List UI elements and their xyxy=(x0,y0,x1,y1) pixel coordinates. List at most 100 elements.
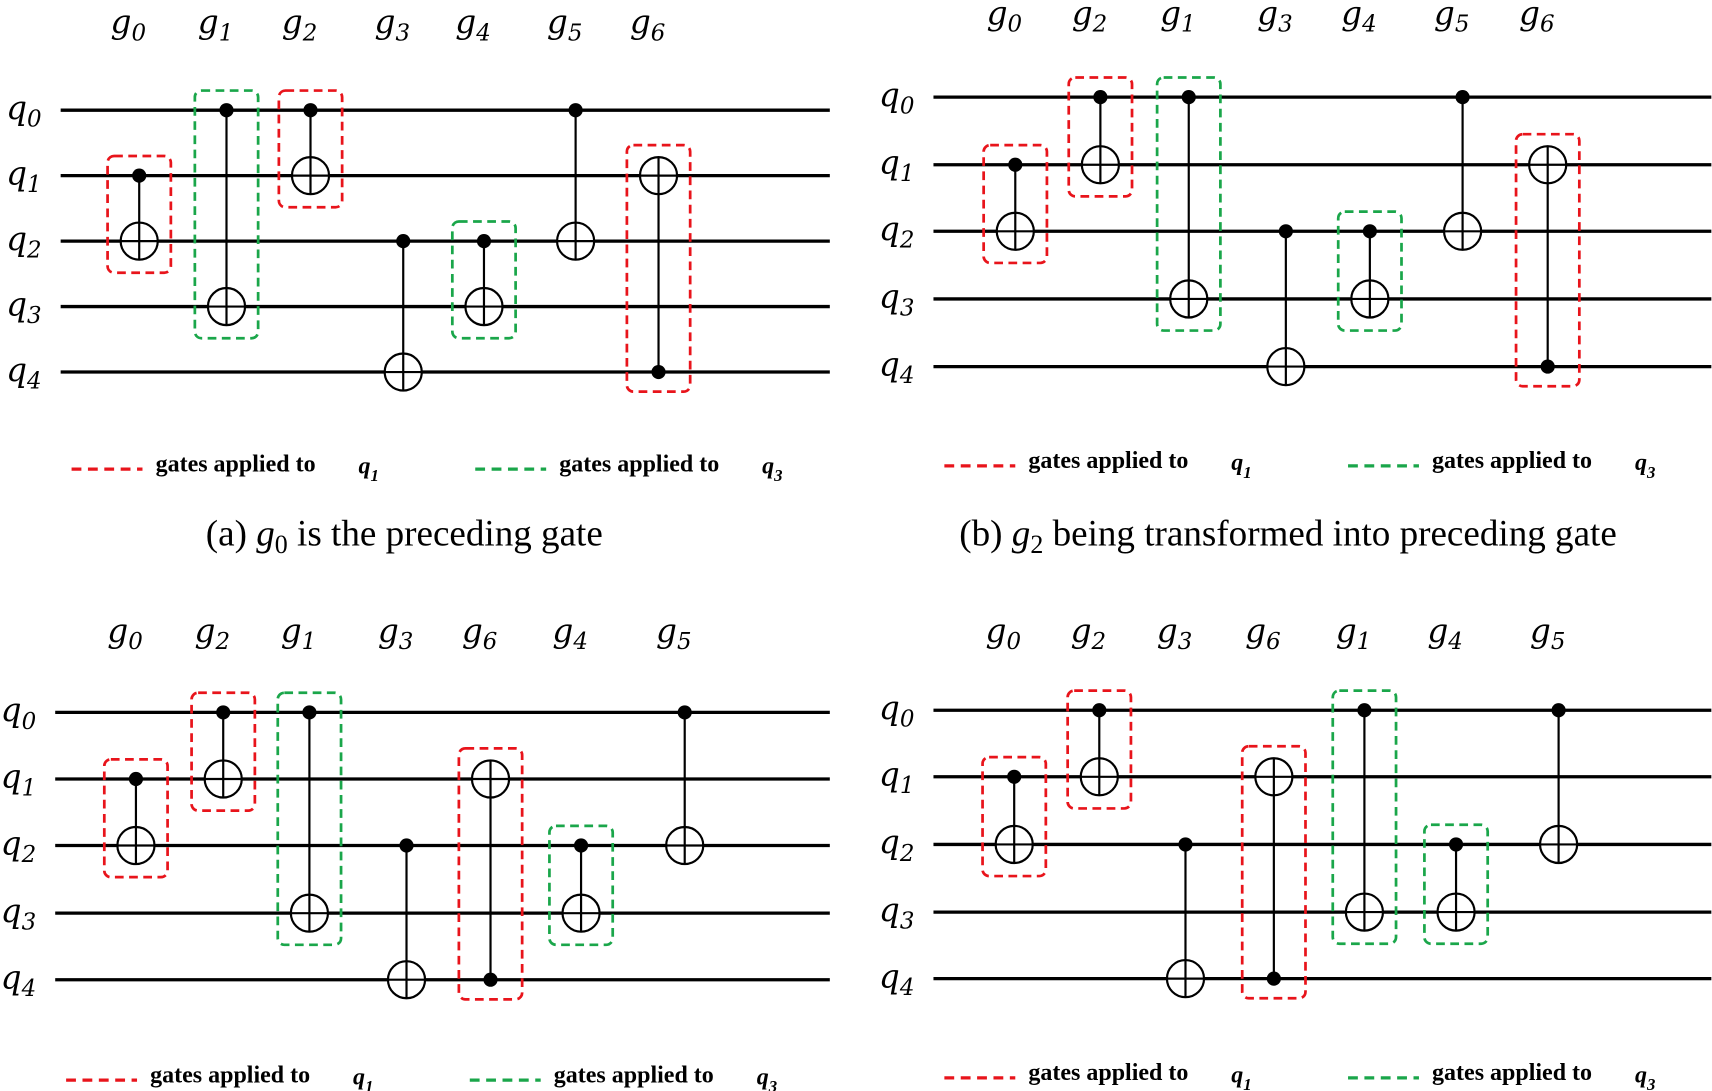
control-dot xyxy=(1357,703,1372,718)
qubit-label-q3-sub: 3 xyxy=(22,910,37,936)
gate-label-g1-base: g xyxy=(1336,612,1357,650)
gate-label-g4-sub: 4 xyxy=(1361,12,1377,38)
legend-qubit-q1: q1 xyxy=(1231,1062,1251,1091)
legend-qubit-q1: q1 xyxy=(1231,450,1251,482)
control-dot xyxy=(1455,90,1470,105)
caption-gate: g xyxy=(256,514,275,555)
legend-qubit-q1-base: q xyxy=(1231,450,1243,476)
gate-label-g2-base: g xyxy=(1071,612,1092,650)
qubit-label-q0-base: q xyxy=(6,89,27,127)
gate-label-g5-base: g xyxy=(656,612,677,650)
qubit-label-q4-sub: 4 xyxy=(21,976,37,1002)
gate-label-g0-base: g xyxy=(111,3,132,41)
legend-qubit-q1: q1 xyxy=(359,453,379,485)
legend-qubit-q3-sub: 3 xyxy=(773,466,782,485)
gate-label-g4-base: g xyxy=(455,3,476,41)
qubit-label-q2-base: q xyxy=(1,824,22,862)
gate-label-g3-sub: 3 xyxy=(396,20,411,46)
legend-label-q3: gates applied to xyxy=(554,1062,714,1088)
qubit-label-q0-sub: 0 xyxy=(27,107,42,133)
gate-label-g3: g3 xyxy=(378,612,414,656)
qubit-label-q2-sub: 2 xyxy=(899,228,915,254)
qubit-label-q1-base: q xyxy=(1,758,22,796)
legend-qubit-q3-base: q xyxy=(1635,450,1647,476)
control-dot xyxy=(568,103,583,118)
cnot-gate-g5 xyxy=(1442,90,1483,251)
cnot-gate-g3 xyxy=(383,234,423,392)
gate-label-g1: g1 xyxy=(1160,0,1196,38)
legend-label-q1: gates applied to xyxy=(156,451,316,477)
gate-label-g1: g1 xyxy=(1336,612,1372,656)
gate-label-g5-base: g xyxy=(547,3,568,41)
caption-prefix: (a) xyxy=(206,514,256,555)
gate-label-g5-sub: 5 xyxy=(1551,629,1566,655)
gate-label-g4-sub: 4 xyxy=(1447,629,1463,655)
gate-label-g0-base: g xyxy=(987,0,1008,32)
qubit-label-q1: q1 xyxy=(1,758,37,802)
group-box-q3 xyxy=(1336,210,1403,332)
gate-label-g5: g5 xyxy=(1434,0,1470,38)
group-box-q3 xyxy=(548,824,615,947)
cnot-gate-g1 xyxy=(193,89,260,340)
cnot-gate-g2 xyxy=(1067,76,1134,198)
cnot-gate-g0 xyxy=(981,755,1048,878)
gate-label-g3-base: g xyxy=(378,612,399,650)
qubit-label-q0-sub: 0 xyxy=(900,93,915,119)
qubit-label-q4-sub: 4 xyxy=(26,368,42,394)
gate-label-g6: g6 xyxy=(630,3,666,47)
control-dot xyxy=(573,838,589,853)
gate-label-g6-sub: 6 xyxy=(1266,629,1281,655)
gate-label-g4: g4 xyxy=(1341,0,1377,38)
group-box-q1 xyxy=(190,691,257,812)
cnot-gate-g1 xyxy=(276,691,343,947)
gate-label-g2: g2 xyxy=(1071,612,1107,656)
gate-label-g6-sub: 6 xyxy=(1540,12,1555,38)
legend-qubit-q3-sub: 3 xyxy=(768,1077,777,1091)
qubit-label-q2-sub: 2 xyxy=(899,841,915,867)
gate-label-g0: g0 xyxy=(987,0,1023,38)
gate-label-g1: g1 xyxy=(198,3,234,47)
gate-label-g5: g5 xyxy=(1530,612,1566,656)
qubit-label-q1-sub: 1 xyxy=(900,773,915,799)
legend-qubit-q3: q3 xyxy=(757,1064,777,1091)
legend-label-q3: gates applied to xyxy=(1432,1060,1592,1086)
gate-label-g3-base: g xyxy=(375,3,396,41)
group-box-q1 xyxy=(102,757,169,879)
cnot-gate-g3 xyxy=(1266,224,1306,387)
control-dot xyxy=(677,705,692,720)
qubit-label-q2: q2 xyxy=(879,823,915,867)
control-dot xyxy=(1540,359,1555,374)
gate-label-g1-base: g xyxy=(1160,0,1181,32)
gate-label-g1: g1 xyxy=(281,612,317,656)
qubit-label-q2-base: q xyxy=(879,823,900,861)
control-dot xyxy=(1448,837,1464,852)
control-dot xyxy=(1178,837,1193,852)
qubit-label-q0-sub: 0 xyxy=(900,707,915,733)
gate-label-g3: g3 xyxy=(1257,0,1293,38)
qubit-label-q1-base: q xyxy=(879,143,900,181)
qubit-label-q2-sub: 2 xyxy=(26,237,42,263)
qubit-label-q1: q1 xyxy=(879,756,915,800)
gate-label-g1-base: g xyxy=(281,612,302,650)
group-box-q1 xyxy=(1514,132,1581,388)
qubit-label-q0: q0 xyxy=(1,691,37,735)
caption-gate: g xyxy=(1012,514,1031,555)
qubit-label-q4: q4 xyxy=(6,351,42,395)
group-box-q3 xyxy=(1423,823,1490,946)
gate-label-g6-base: g xyxy=(1519,0,1540,32)
control-dot xyxy=(1362,224,1377,239)
gate-label-g5-sub: 5 xyxy=(677,629,692,655)
group-box-q3 xyxy=(450,220,517,340)
qubit-label-q1-base: q xyxy=(879,756,900,794)
gate-label-g5-sub: 5 xyxy=(568,20,583,46)
qubit-label-q0-sub: 0 xyxy=(22,709,37,735)
gate-label-g2-sub: 2 xyxy=(214,629,230,655)
qubit-label-q3: q3 xyxy=(1,892,37,936)
gate-label-g4-base: g xyxy=(1427,612,1448,650)
gate-label-g6-base: g xyxy=(462,612,483,650)
legend-qubit-q1-base: q xyxy=(359,453,371,479)
cnot-gate-g5 xyxy=(665,705,705,866)
